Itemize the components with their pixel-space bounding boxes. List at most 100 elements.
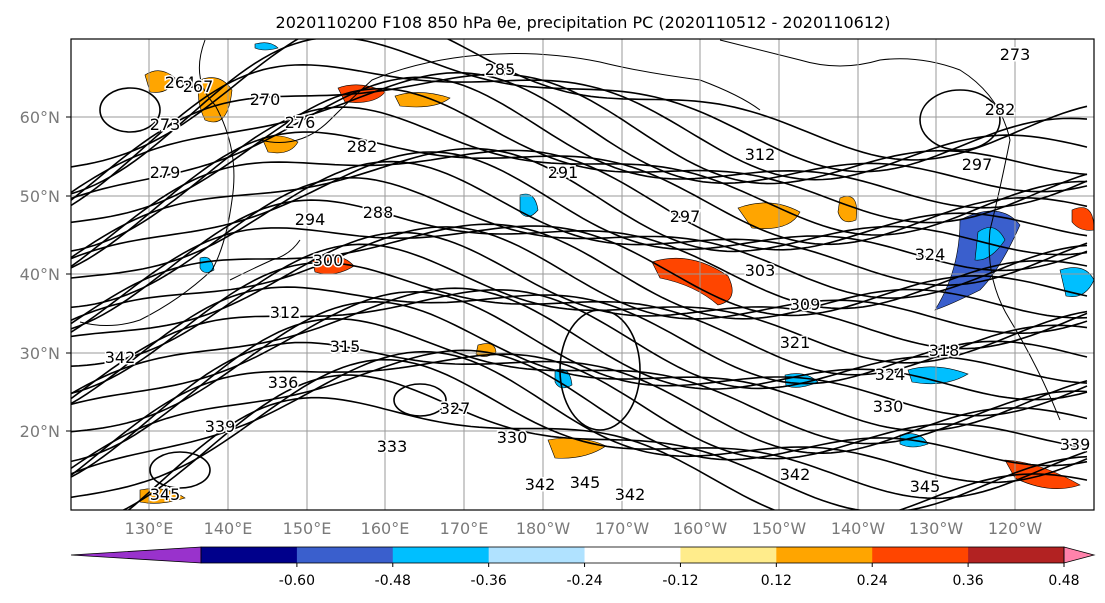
contour-label: 327 <box>440 399 471 418</box>
contour-label: 270 <box>250 90 281 109</box>
contour-label: 279 <box>150 163 181 182</box>
contour-line <box>71 350 1088 484</box>
contour-label: 324 <box>915 245 946 264</box>
contour-label: 282 <box>985 100 1016 119</box>
contour-label: 267 <box>183 77 214 96</box>
contour-label: 312 <box>745 145 776 164</box>
contour-line <box>71 39 1088 195</box>
lon-tick-label: 150°W <box>752 519 807 538</box>
figure-title: 2020110200 F108 850 hPa θe, precipitatio… <box>276 13 891 32</box>
contour-label: 312 <box>270 303 301 322</box>
contour-label: 345 <box>150 485 181 504</box>
colorbar-extend-low <box>70 546 202 564</box>
colorbar-tick-label: -0.12 <box>662 573 698 589</box>
contour-label: 291 <box>548 163 579 182</box>
contour-ring <box>393 383 447 417</box>
contour-label: 285 <box>485 60 516 79</box>
contour-line <box>71 72 1088 194</box>
contour-label: 342 <box>615 485 646 504</box>
contour-label: 303 <box>745 261 776 280</box>
contour-line <box>71 160 1088 287</box>
contour-label: 309 <box>790 295 821 314</box>
contour-label: 318 <box>929 341 960 360</box>
colorbar-segment <box>488 547 586 563</box>
lon-tick-label: 170°E <box>440 519 489 538</box>
contour-line <box>127 396 1088 510</box>
contour-label: 282 <box>347 137 378 156</box>
latitude-ticks: 60°N 50°N 40°N 30°N 20°N <box>20 108 71 441</box>
colorbar-segment <box>872 547 969 563</box>
contour-label: 324 <box>875 365 906 384</box>
colorbar <box>70 546 1096 564</box>
contour-line <box>71 353 1088 476</box>
colorbar-tick-label: 0.36 <box>953 573 984 589</box>
lat-tick-label: 50°N <box>20 187 60 206</box>
lat-tick-label: 20°N <box>20 422 60 441</box>
colorbar-tick-label: 0.48 <box>1048 573 1079 589</box>
contour-label: 315 <box>330 337 361 356</box>
contour-line <box>71 349 1088 470</box>
colorbar-tick-label: -0.48 <box>375 573 411 589</box>
contour-label: 345 <box>910 477 941 496</box>
contour-label: 336 <box>268 373 299 392</box>
lon-tick-label: 150°E <box>283 519 332 538</box>
longitude-ticks: 130°E 140°E 150°E 160°E 170°E 180°W 170°… <box>125 519 1043 538</box>
contour-line <box>71 286 1088 405</box>
contour-line <box>71 261 1088 395</box>
colorbar-segment <box>296 547 394 563</box>
lon-tick-label: 160°W <box>673 519 728 538</box>
contour-line <box>71 131 1088 269</box>
colorbar-tick-label: 0.12 <box>761 573 792 589</box>
contour-line <box>71 300 1088 433</box>
contour-label: 273 <box>150 115 181 134</box>
contour-line <box>71 63 1088 207</box>
lon-tick-label: 170°W <box>595 519 650 538</box>
contour-line <box>71 288 1088 400</box>
contour-label: 288 <box>363 203 394 222</box>
contour-ring <box>99 87 161 133</box>
contour-line <box>71 149 1088 268</box>
lon-tick-label: 180°W <box>516 519 571 538</box>
lon-tick-label: 120°W <box>988 519 1043 538</box>
contour-line <box>71 223 1088 325</box>
contour-label: 333 <box>377 437 408 456</box>
contour-label: 297 <box>962 155 993 174</box>
contour-label: 294 <box>295 210 326 229</box>
contour-label: 342 <box>525 475 556 494</box>
contour-ring <box>919 89 1001 151</box>
contour-line <box>71 151 1088 272</box>
colorbar-segment <box>680 547 777 563</box>
colorbar-outline <box>200 546 1065 564</box>
contour-label: 330 <box>497 428 528 447</box>
colorbar-tick-label: -0.60 <box>279 573 315 589</box>
colorbar-segment <box>392 547 490 563</box>
contour-label: 321 <box>780 333 811 352</box>
colorbar-tick-label: -0.24 <box>566 573 602 589</box>
contour-line <box>71 231 1088 350</box>
contour-line <box>71 287 1088 401</box>
contour-label: 345 <box>570 473 601 492</box>
contour-label: 273 <box>1000 45 1031 64</box>
lat-tick-label: 40°N <box>20 265 60 284</box>
lon-tick-label: 140°E <box>204 519 253 538</box>
lon-tick-label: 140°W <box>831 519 886 538</box>
colorbar-tick-label: -0.36 <box>471 573 507 589</box>
colorbar-extend-high <box>1063 546 1096 564</box>
contour-line <box>71 341 1088 478</box>
contour-label: 330 <box>873 397 904 416</box>
colorbar-ticks: -0.60 -0.48 -0.36 -0.24 -0.12 0.12 0.24 0.36 0.4… <box>279 563 1080 589</box>
lat-tick-label: 30°N <box>20 344 60 363</box>
contour-label: 342 <box>780 465 811 484</box>
lon-tick-label: 160°E <box>361 519 410 538</box>
colorbar-segment <box>776 547 873 563</box>
lon-tick-label: 130°E <box>125 519 174 538</box>
colorbar-segment <box>201 547 298 563</box>
colorbar-tick-label: 0.24 <box>857 573 888 589</box>
lon-tick-label: 130°W <box>909 519 964 538</box>
lat-tick-label: 60°N <box>20 108 60 127</box>
contour-label: 264 <box>165 73 196 92</box>
contour-line <box>71 176 1088 309</box>
contour-ring <box>559 309 641 431</box>
